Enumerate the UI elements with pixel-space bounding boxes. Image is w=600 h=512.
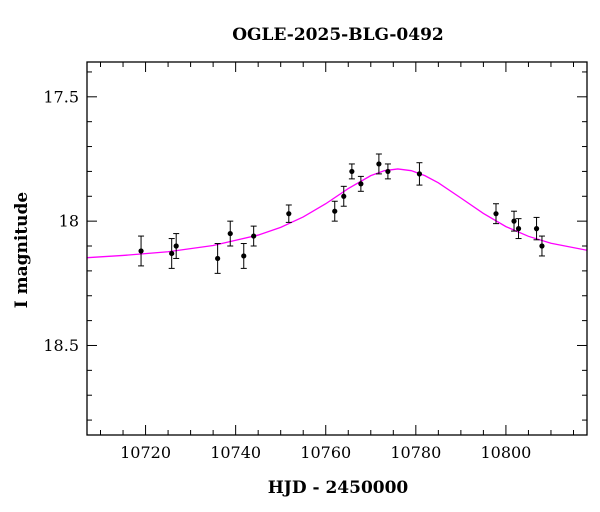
data-point <box>214 243 221 274</box>
data-point <box>375 153 382 175</box>
data-point <box>250 225 257 247</box>
data-point <box>348 163 355 180</box>
data-point <box>357 175 364 192</box>
x-tick-label: 10740 <box>210 443 261 462</box>
model-curve <box>87 168 587 259</box>
data-marker <box>493 211 499 217</box>
data-marker <box>332 208 338 214</box>
data-marker <box>539 243 545 249</box>
plot-area <box>87 153 587 274</box>
chart-title: OGLE-2025-BLG-0492 <box>232 25 444 45</box>
data-point <box>538 235 545 257</box>
data-marker <box>376 161 382 167</box>
data-marker <box>227 230 233 237</box>
data-point <box>285 204 292 223</box>
y-tick-label: 18 <box>59 212 79 231</box>
y-axis-label: I magnitude <box>12 192 32 309</box>
y-tick-label: 18.5 <box>43 336 79 355</box>
y-tick-label: 17.5 <box>43 87 79 106</box>
data-marker <box>251 233 257 239</box>
data-marker <box>173 243 179 249</box>
data-marker <box>511 218 517 224</box>
data-point <box>493 203 500 225</box>
data-point <box>240 243 247 269</box>
data-marker <box>241 253 247 259</box>
data-marker <box>169 250 175 257</box>
x-axis-label: HJD - 2450000 <box>268 478 409 498</box>
data-marker <box>416 171 423 177</box>
data-point <box>173 233 180 259</box>
x-tick-label: 10720 <box>120 443 171 462</box>
data-marker <box>349 168 355 175</box>
data-marker <box>286 211 292 217</box>
axis-ticks: 10720 10740 10760 10780 10800 17.5 18 18.5 <box>43 62 587 462</box>
data-point <box>416 162 423 186</box>
plot-frame <box>86 61 588 436</box>
data-marker <box>385 168 391 175</box>
x-tick-label: 10780 <box>390 443 441 462</box>
data-point <box>511 210 518 232</box>
data-point <box>227 220 234 247</box>
data-marker <box>515 226 522 232</box>
data-marker <box>215 255 221 262</box>
data-marker <box>138 248 144 254</box>
x-tick-label: 10760 <box>300 443 351 462</box>
data-marker <box>358 181 364 187</box>
data-point <box>340 185 347 207</box>
data-point <box>384 163 391 180</box>
data-marker <box>341 193 347 199</box>
x-tick-label: 10800 <box>480 443 531 462</box>
data-point <box>138 235 145 267</box>
data-marker <box>533 226 540 232</box>
data-point <box>533 216 540 241</box>
data-point <box>515 218 522 240</box>
data-point <box>168 238 175 269</box>
data-point <box>331 200 338 222</box>
